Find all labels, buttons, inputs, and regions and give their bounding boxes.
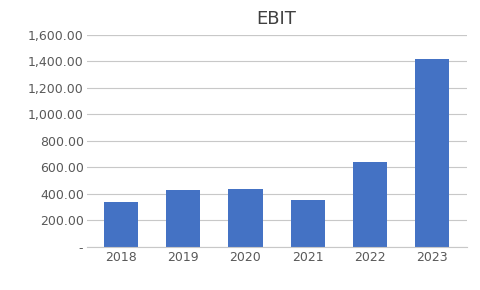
Bar <box>104 202 138 246</box>
Bar <box>414 59 448 246</box>
Bar <box>290 200 324 246</box>
Bar <box>352 162 386 246</box>
Bar <box>166 190 200 246</box>
Bar <box>228 188 262 246</box>
Title: EBIT: EBIT <box>256 10 296 28</box>
